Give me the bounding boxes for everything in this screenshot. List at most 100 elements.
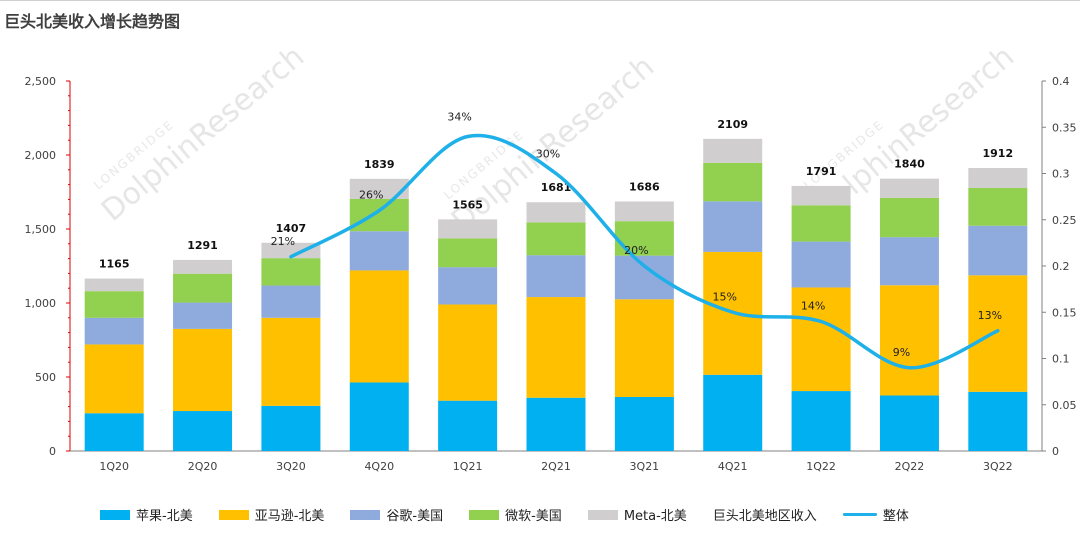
bar-segment	[84, 291, 144, 318]
y-left-tick-label: 0	[49, 445, 56, 458]
bar-segment	[438, 238, 498, 268]
bar-segment	[968, 391, 1028, 451]
bar-segment	[173, 411, 233, 451]
bar-segment	[261, 405, 321, 451]
line-point-label: 26%	[359, 189, 383, 202]
legend-label: 亚马逊-北美	[254, 509, 325, 524]
legend-swatch	[842, 513, 877, 516]
y-right-tick-label: 0.4	[1052, 75, 1070, 88]
legend-item: 亚马逊-北美	[218, 505, 325, 524]
y-left-tick-label: 1,000	[25, 297, 57, 310]
bar-segment	[349, 231, 409, 271]
legend-label: Meta-北美	[623, 509, 687, 524]
bar-total-label: 1840	[894, 158, 925, 171]
legend-item: 谷歌-美国	[350, 505, 443, 524]
bar-total-label: 1791	[806, 165, 837, 178]
line-point-label: 15%	[713, 290, 737, 303]
bar-segment	[614, 221, 674, 256]
x-tick-label: 3Q22	[983, 460, 1013, 473]
legend-item: 微软-美国	[469, 505, 562, 524]
bar-total-label: 1407	[276, 222, 307, 235]
bar-segment	[349, 270, 409, 383]
legend-swatch	[469, 509, 500, 520]
bar-total-label: 1291	[187, 239, 218, 252]
bar-segment	[879, 197, 939, 238]
bar-segment	[791, 287, 851, 392]
line-point-label: 9%	[893, 346, 910, 359]
line-point-label: 21%	[271, 235, 295, 248]
legend-swatch	[100, 509, 130, 520]
x-tick-label: 1Q22	[806, 460, 836, 473]
line-point-label: 13%	[978, 309, 1002, 322]
line-point-label: 30%	[536, 148, 560, 161]
legend-item: 苹果-北美	[100, 505, 193, 524]
x-tick-label: 2Q20	[188, 460, 218, 473]
bar-segment	[526, 202, 586, 223]
bar-segment	[614, 201, 674, 222]
legend-swatch	[218, 509, 249, 520]
bar-segment	[879, 285, 939, 396]
bar-segment	[349, 382, 409, 451]
y-right-tick-label: 0.35	[1052, 121, 1077, 134]
watermark-text: DolphinResearch	[95, 39, 311, 228]
bar-segment	[703, 374, 763, 451]
bar-segment	[173, 273, 233, 303]
bar-total-label: 1565	[452, 198, 483, 211]
legend-swatch	[587, 509, 618, 520]
legend-item: 整体	[842, 505, 909, 524]
bar-segment	[968, 225, 1028, 276]
bar-segment	[349, 178, 409, 199]
bar-segment	[173, 259, 233, 274]
bar-segment	[791, 205, 851, 242]
bar-segment	[84, 317, 144, 345]
bar-segment	[968, 168, 1028, 189]
bar-segment	[438, 219, 498, 239]
legend-label: 微软-美国	[505, 509, 562, 524]
bar-segment	[703, 201, 763, 252]
x-tick-label: 2Q21	[541, 460, 571, 473]
line-overall	[289, 133, 1000, 370]
y-left-tick-label: 2,500	[25, 75, 57, 88]
bar-segment	[791, 241, 851, 288]
y-right-tick-label: 0.05	[1052, 399, 1077, 412]
bar-segment	[173, 302, 233, 329]
bar-segment	[438, 267, 498, 305]
y-left-tick-label: 2,000	[25, 149, 57, 162]
x-tick-label: 3Q21	[630, 460, 660, 473]
legend-label: 谷歌-美国	[386, 509, 444, 524]
bar-segment	[968, 188, 1028, 226]
x-tick-label: 4Q21	[718, 460, 748, 473]
bar-segment	[791, 391, 851, 451]
x-tick-label: 1Q21	[453, 460, 483, 473]
bar-total-label: 1686	[629, 180, 660, 193]
line-point-label: 34%	[447, 111, 471, 124]
legend-swatch	[350, 509, 381, 520]
legend-item: Meta-北美	[587, 505, 687, 524]
bar-segment	[261, 285, 321, 318]
y-right-tick-label: 0.25	[1052, 214, 1077, 227]
bar-segment	[349, 198, 409, 232]
bar-total-label: 2109	[717, 118, 748, 131]
y-left-tick-label: 1,500	[25, 223, 57, 236]
bar-segment	[791, 185, 851, 206]
bar-segment	[173, 328, 233, 412]
y-right-tick-label: 0.1	[1052, 353, 1070, 366]
y-right-tick-label: 0.15	[1052, 306, 1077, 319]
bar-segment	[614, 255, 674, 300]
bar-segment	[84, 278, 144, 292]
y-right-tick-label: 0	[1052, 445, 1059, 458]
y-left-tick-label: 500	[35, 371, 56, 384]
chart-title: 巨头北美收入增长趋势图	[4, 12, 181, 31]
legend-label: 巨头北美地区收入	[712, 509, 817, 524]
bar-segment	[526, 222, 586, 256]
bar-total-label: 1681	[541, 181, 572, 194]
bar-segment	[84, 413, 144, 451]
line-point-label: 14%	[801, 300, 825, 313]
x-tick-label: 1Q20	[99, 460, 129, 473]
bar-segment	[703, 138, 763, 163]
bar-segment	[438, 304, 498, 401]
legend-label: 整体	[882, 509, 909, 524]
bar-segment	[879, 237, 939, 286]
